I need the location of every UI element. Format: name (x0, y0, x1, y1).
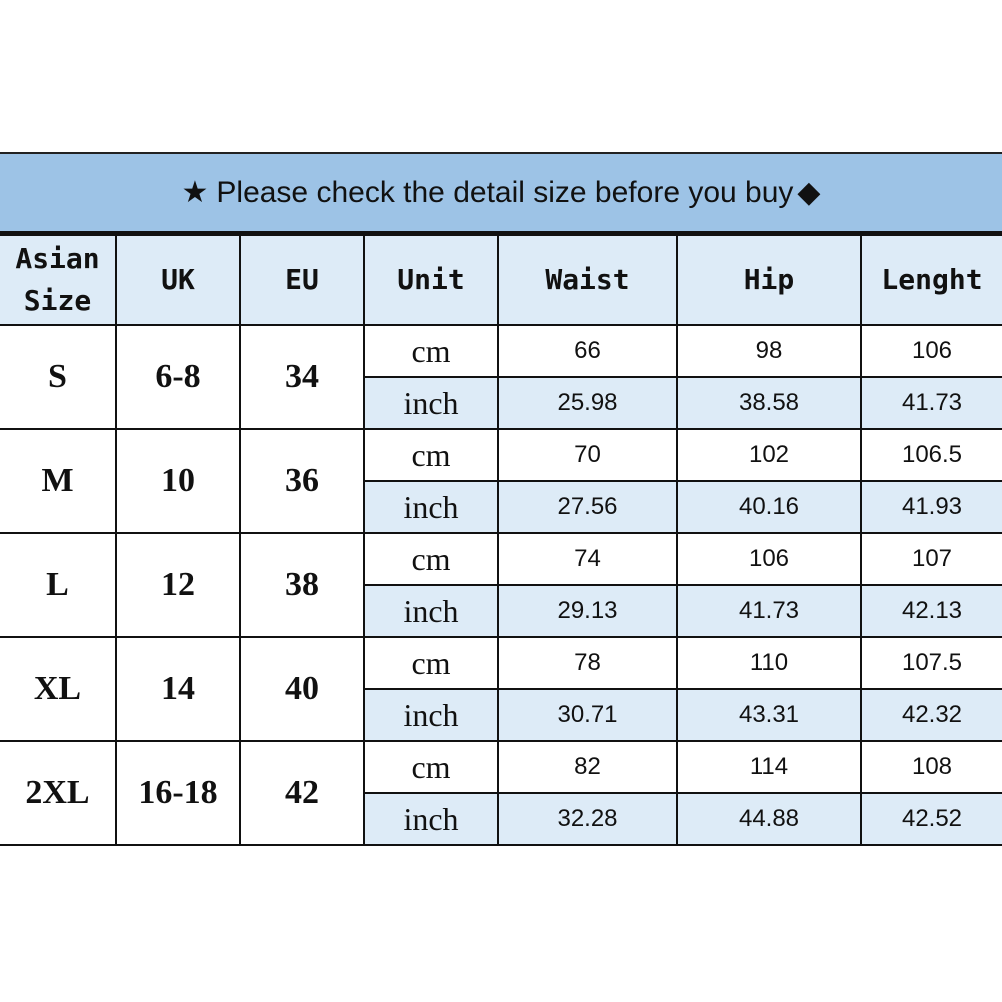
header-waist: Waist (497, 234, 678, 326)
hip-cell: 98 (676, 324, 862, 378)
asian-size-cell: 2XL (0, 740, 117, 846)
unit-cell: cm (363, 532, 499, 586)
unit-cell: inch (364, 480, 499, 534)
unit-cell: cm (363, 740, 499, 794)
size-table: Asian Size UK EU Unit Waist Hip Lenght S … (0, 234, 1002, 846)
hip-cell: 106 (676, 532, 862, 586)
table-row-cm: M 10 36 cm 70 102 106.5 (0, 428, 1002, 534)
eu-size-cell: 42 (239, 740, 365, 846)
header-length: Lenght (860, 234, 1002, 326)
hip-cell: 44.88 (676, 792, 862, 846)
header-uk: UK (115, 234, 241, 326)
length-cell: 41.93 (860, 480, 1002, 534)
asian-size-cell: L (0, 532, 117, 638)
table-row-inch: inch 25.98 38.58 41.73 (0, 376, 1002, 430)
table-row-inch: inch 30.71 43.31 42.32 (0, 688, 1002, 742)
eu-size-cell: 40 (239, 636, 365, 742)
unit-cell: inch (364, 376, 499, 430)
length-cell: 106 (860, 324, 1002, 378)
header-asian-size: Asian Size (0, 234, 117, 326)
header-asian-line2: Size (23, 284, 92, 317)
hip-cell: 43.31 (676, 688, 862, 742)
asian-size-cell: S (0, 324, 117, 430)
size-banner: ★ Please check the detail size before yo… (0, 152, 1002, 234)
length-cell: 107 (860, 532, 1002, 586)
uk-size-cell: 12 (115, 532, 241, 638)
waist-cell: 25.98 (497, 376, 678, 430)
banner-text: Please check the detail size before you … (216, 175, 794, 209)
hip-cell: 110 (676, 636, 862, 690)
table-row-cm: 2XL 16-18 42 cm 82 114 108 (0, 740, 1002, 846)
length-cell: 41.73 (860, 376, 1002, 430)
header-row: Asian Size UK EU Unit Waist Hip Lenght (0, 234, 1002, 326)
table-row-cm: XL 14 40 cm 78 110 107.5 (0, 636, 1002, 742)
table-row-cm: S 6-8 34 cm 66 98 106 (0, 324, 1002, 430)
header-hip: Hip (676, 234, 862, 326)
waist-cell: 78 (497, 636, 678, 690)
length-cell: 42.13 (860, 584, 1002, 638)
unit-cell: inch (364, 688, 499, 742)
asian-size-cell: XL (0, 636, 117, 742)
asian-size-cell: M (0, 428, 117, 534)
length-cell: 108 (860, 740, 1002, 794)
length-cell: 106.5 (860, 428, 1002, 482)
uk-size-cell: 14 (115, 636, 241, 742)
table-row-inch: inch 32.28 44.88 42.52 (0, 792, 1002, 846)
length-cell: 107.5 (860, 636, 1002, 690)
hip-cell: 114 (676, 740, 862, 794)
uk-size-cell: 16-18 (115, 740, 241, 846)
waist-cell: 74 (497, 532, 678, 586)
unit-cell: cm (363, 428, 499, 482)
unit-cell: inch (364, 792, 499, 846)
uk-size-cell: 6-8 (115, 324, 241, 430)
waist-cell: 30.71 (497, 688, 678, 742)
length-cell: 42.52 (860, 792, 1002, 846)
hip-cell: 38.58 (676, 376, 862, 430)
hip-cell: 40.16 (676, 480, 862, 534)
table-row-inch: inch 29.13 41.73 42.13 (0, 584, 1002, 638)
uk-size-cell: 10 (115, 428, 241, 534)
star-icon: ★ (181, 176, 209, 209)
header-unit: Unit (363, 234, 499, 326)
size-chart: ★ Please check the detail size before yo… (0, 152, 1002, 846)
waist-cell: 27.56 (497, 480, 678, 534)
hip-cell: 41.73 (676, 584, 862, 638)
eu-size-cell: 36 (239, 428, 365, 534)
waist-cell: 32.28 (497, 792, 678, 846)
waist-cell: 82 (497, 740, 678, 794)
table-row-cm: L 12 38 cm 74 106 107 (0, 532, 1002, 638)
eu-size-cell: 38 (239, 532, 365, 638)
header-eu: EU (239, 234, 365, 326)
hip-cell: 102 (676, 428, 862, 482)
unit-cell: inch (364, 584, 499, 638)
unit-cell: cm (363, 324, 499, 378)
unit-cell: cm (363, 636, 499, 690)
header-asian-line1: Asian (15, 242, 100, 275)
length-cell: 42.32 (860, 688, 1002, 742)
waist-cell: 70 (497, 428, 678, 482)
diamond-icon: ◆ (797, 176, 821, 209)
eu-size-cell: 34 (239, 324, 365, 430)
table-row-inch: inch 27.56 40.16 41.93 (0, 480, 1002, 534)
waist-cell: 29.13 (497, 584, 678, 638)
waist-cell: 66 (497, 324, 678, 378)
